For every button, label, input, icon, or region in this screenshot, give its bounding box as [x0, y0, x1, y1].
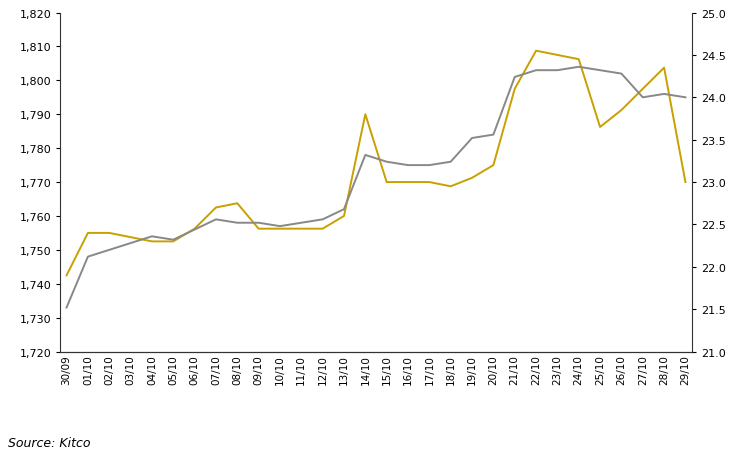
- Text: Source: Kitco: Source: Kitco: [8, 436, 90, 449]
